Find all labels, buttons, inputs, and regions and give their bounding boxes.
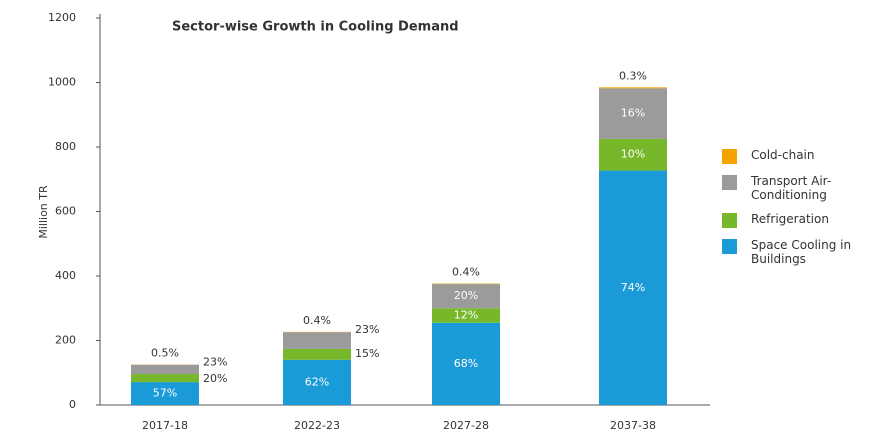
data-label: 20% <box>454 289 478 302</box>
bar-segment <box>599 87 667 89</box>
legend: Cold-chain Transport Air-Conditioning Refr… <box>722 148 882 276</box>
bar-segment <box>599 138 667 171</box>
data-label: 23% <box>203 356 227 369</box>
bar-segment <box>131 374 199 383</box>
data-label: 0.3% <box>619 69 647 82</box>
data-label: 0.4% <box>303 314 331 327</box>
legend-label: Refrigeration <box>751 212 829 226</box>
data-label: 12% <box>454 309 478 322</box>
data-label: 20% <box>203 372 227 385</box>
x-tick-label: 2017-18 <box>142 419 188 432</box>
data-label: 10% <box>621 148 645 161</box>
y-tick-label: 400 <box>55 269 76 282</box>
x-tick-label: 2037-38 <box>610 419 656 432</box>
data-label: 74% <box>621 281 645 294</box>
data-label: 57% <box>153 387 177 400</box>
x-tick-label: 2027-28 <box>443 419 489 432</box>
x-tick-label: 2022-23 <box>294 419 340 432</box>
data-label: 68% <box>454 357 478 370</box>
bar-segment <box>599 170 667 405</box>
data-label: 0.4% <box>452 266 480 279</box>
y-tick-label: 0 <box>69 398 76 411</box>
y-axis-label: Million TR <box>37 185 50 239</box>
chart-title: Sector-wise Growth in Cooling Demand <box>172 20 459 35</box>
legend-item: Transport Air-Conditioning <box>722 174 882 202</box>
data-label: 23% <box>355 323 379 336</box>
y-tick-label: 1200 <box>48 11 76 24</box>
y-tick-label: 200 <box>55 334 76 347</box>
bar-segment <box>599 88 667 139</box>
data-label: 15% <box>355 347 379 360</box>
data-label: 62% <box>305 375 329 388</box>
legend-label: Cold-chain <box>751 148 815 162</box>
legend-label: Space Cooling in Buildings <box>751 238 852 266</box>
data-label: 0.5% <box>151 346 179 359</box>
legend-label: Transport Air-Conditioning <box>751 174 832 202</box>
y-tick-label: 800 <box>55 140 76 153</box>
legend-swatch <box>722 175 737 190</box>
bar-segment <box>283 332 351 349</box>
bar-segment <box>131 364 199 375</box>
bar-segment <box>283 359 351 405</box>
bar-segment <box>131 382 199 405</box>
bar-segment <box>432 322 500 405</box>
data-label: 16% <box>621 107 645 120</box>
legend-item: Cold-chain <box>722 148 882 164</box>
legend-swatch <box>722 239 737 254</box>
legend-item: Space Cooling in Buildings <box>722 238 882 266</box>
bar-segment <box>283 348 351 360</box>
legend-swatch <box>722 149 737 164</box>
y-tick-label: 1000 <box>48 76 76 89</box>
legend-swatch <box>722 213 737 228</box>
legend-item: Refrigeration <box>722 212 882 228</box>
y-tick-label: 600 <box>55 205 76 218</box>
bar-segment <box>432 284 500 309</box>
bar-segment <box>432 308 500 323</box>
